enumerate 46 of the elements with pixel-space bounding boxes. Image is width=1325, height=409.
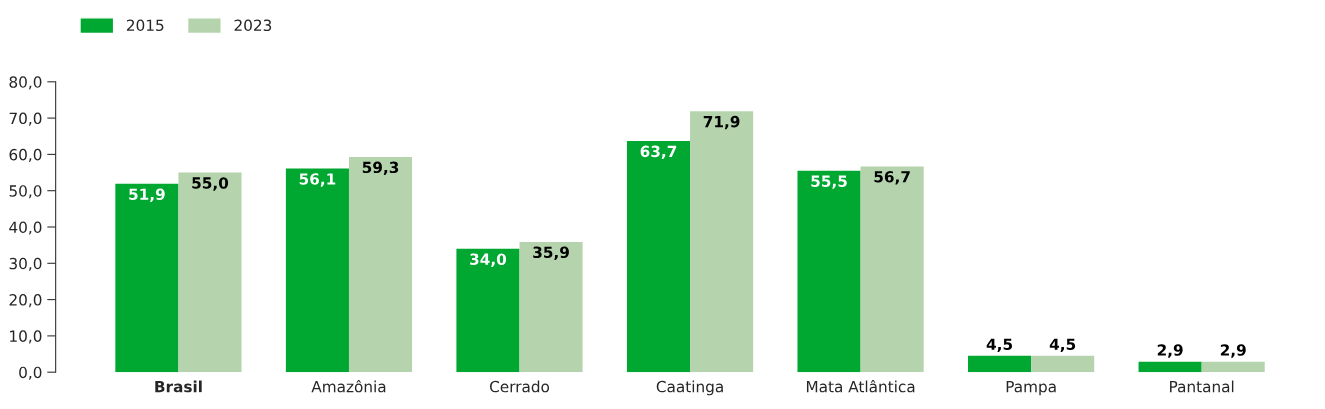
y-tick-label: 30,0	[9, 257, 42, 271]
y-tick-label: 0,0	[19, 366, 42, 380]
bar	[519, 241, 583, 373]
data-label: 2,9	[1157, 344, 1183, 358]
y-tick-label: 80,0	[9, 76, 42, 90]
bar	[690, 111, 754, 373]
bar	[1031, 355, 1095, 373]
x-tick-label: Brasil	[155, 380, 202, 393]
bar	[178, 172, 242, 373]
bar	[348, 156, 413, 373]
y-tick-label: 40,0	[9, 221, 42, 235]
data-label: 34,0	[470, 253, 507, 267]
data-label: 51,9	[129, 188, 165, 202]
x-tick-label: Pampa	[1006, 380, 1056, 396]
legend-label: 2023	[234, 19, 272, 32]
bar	[797, 170, 861, 373]
y-tick-label: 20,0	[9, 294, 42, 308]
data-label: 59,3	[362, 161, 399, 176]
y-tick-label: 10,0	[10, 330, 42, 344]
data-label: 55,0	[192, 177, 229, 191]
y-tick-label: 60,0	[9, 148, 42, 162]
x-tick-label: Caatinga	[656, 380, 723, 396]
bar	[456, 248, 520, 373]
data-label: 56,7	[874, 171, 910, 185]
y-tick-label: 70,0	[9, 112, 42, 126]
x-tick-label: Mata Atlântica	[806, 379, 915, 393]
data-label: 2,9	[1220, 344, 1246, 358]
data-label: 35,9	[533, 246, 569, 261]
data-label: 56,1	[299, 173, 336, 187]
bar	[1138, 361, 1202, 373]
bar	[115, 183, 179, 373]
bar	[626, 140, 691, 373]
bar	[1201, 361, 1265, 373]
bar	[285, 168, 349, 373]
y-tick-label: 50,0	[9, 185, 42, 199]
data-label: 71,9	[703, 115, 740, 130]
bar	[968, 355, 1032, 373]
x-tick-label: Pantanal	[1170, 380, 1234, 393]
data-label: 4,5	[1049, 338, 1076, 352]
data-label: 55,5	[811, 175, 847, 189]
bar	[860, 166, 924, 373]
x-tick-label: Amazônia	[311, 379, 386, 393]
legend-label: 2015	[126, 19, 164, 32]
data-label: 63,7	[640, 145, 677, 160]
data-label: 4,5	[986, 338, 1013, 352]
x-tick-label: Cerrado	[489, 380, 550, 393]
